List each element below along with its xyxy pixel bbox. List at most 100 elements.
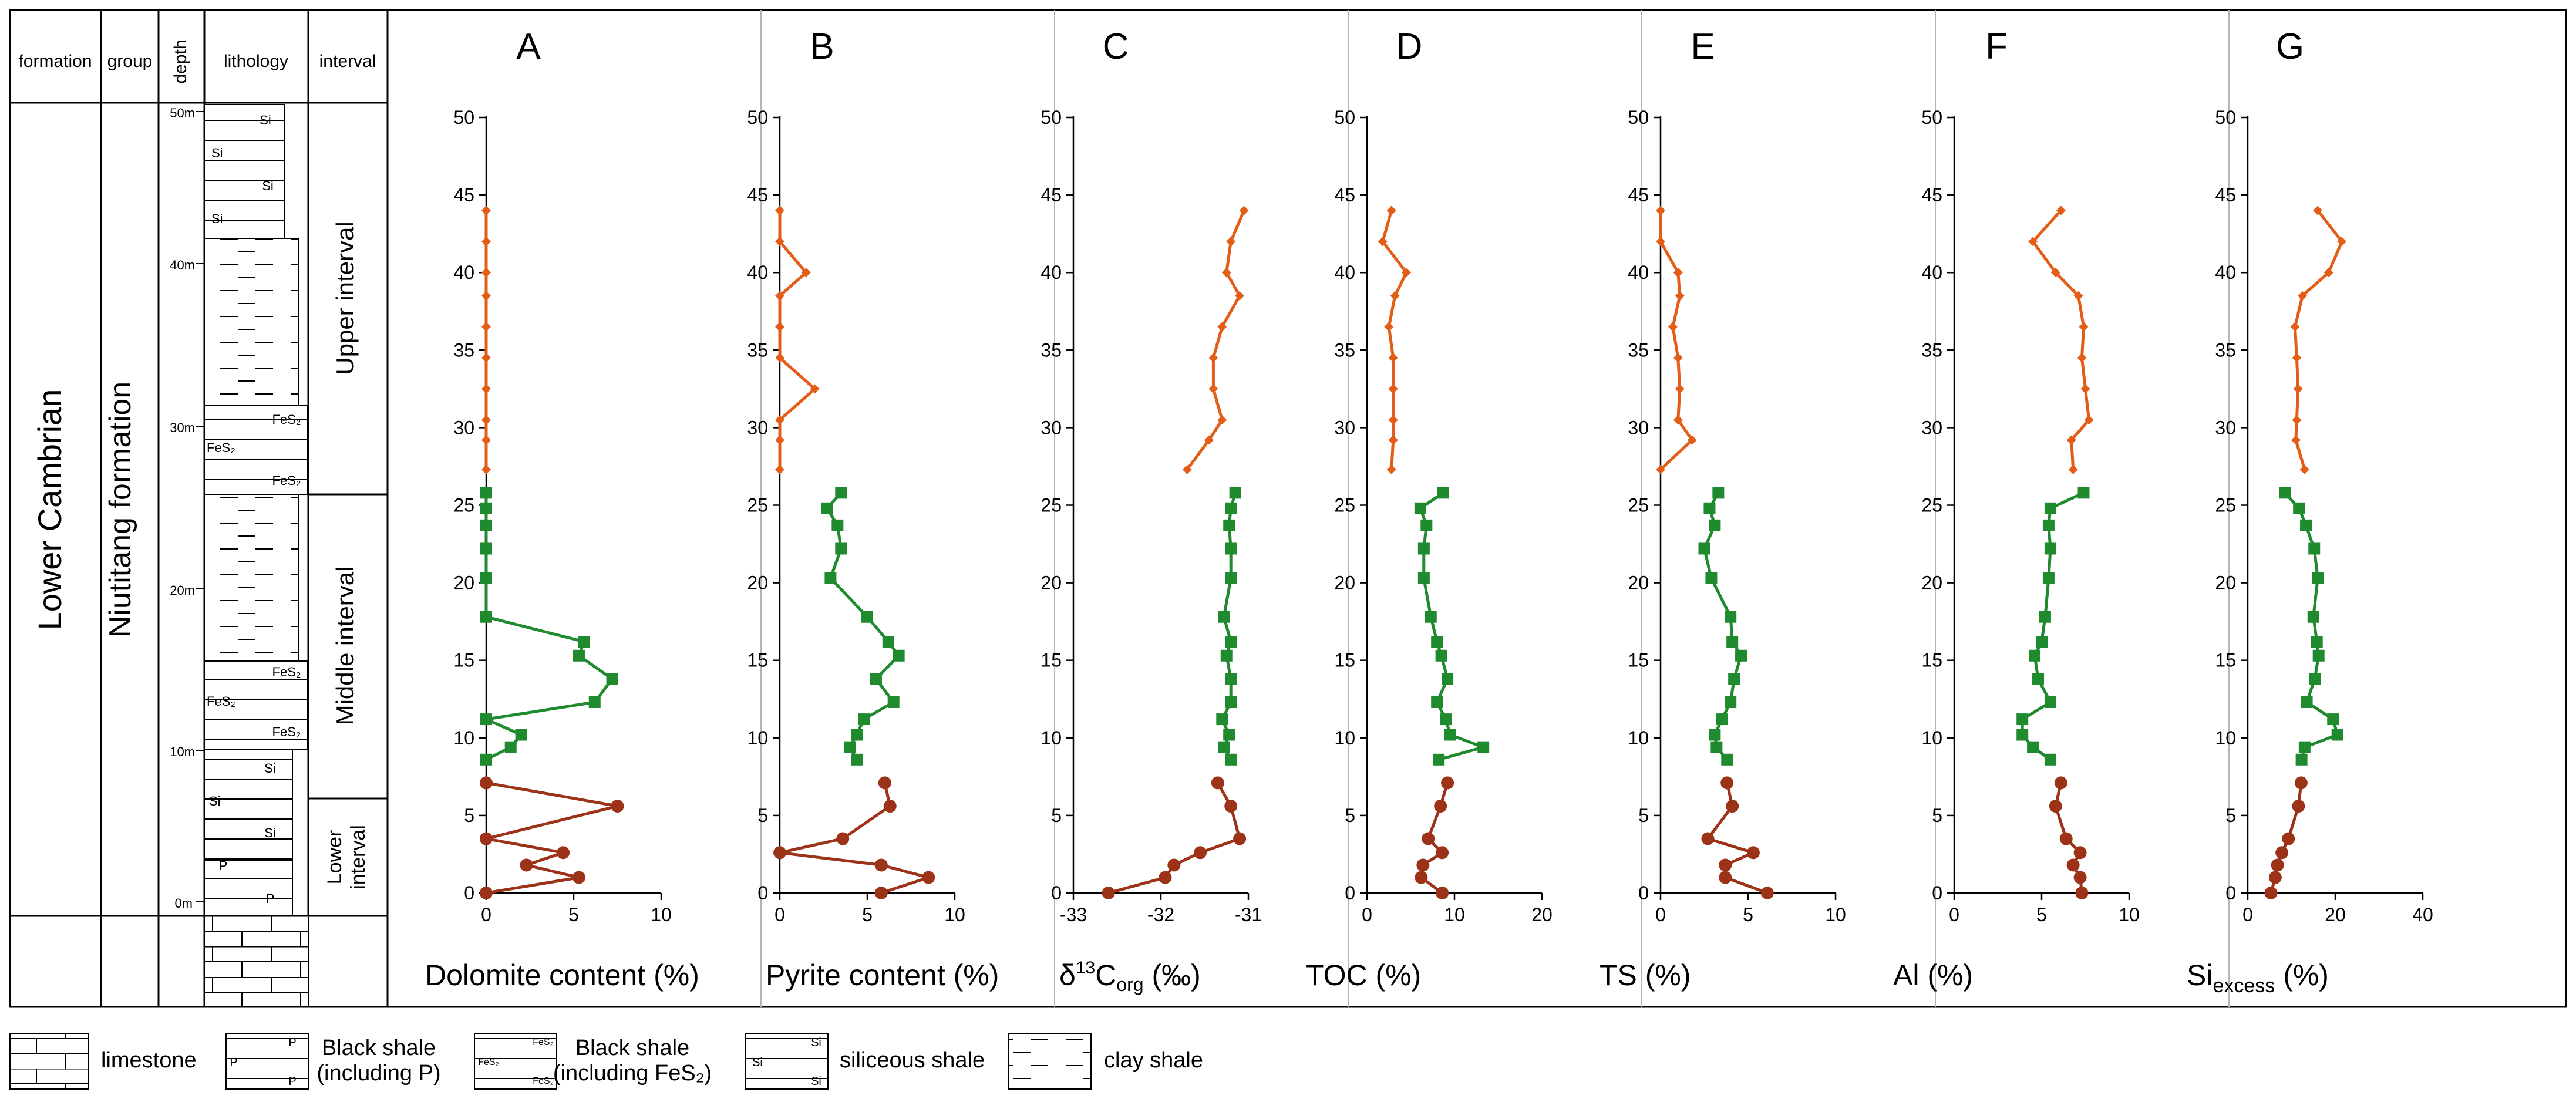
data-point-upper [775, 415, 784, 425]
data-point-lower [1720, 776, 1734, 790]
data-point-lower [878, 776, 891, 790]
data-point-lower [1233, 832, 1247, 845]
data-point-lower [480, 776, 493, 790]
data-point-middle [2016, 713, 2029, 726]
y-tick-label: 5 [1932, 805, 1942, 826]
data-point-upper [1208, 384, 1218, 394]
y-tick-label: 30 [2215, 417, 2236, 438]
y-tick-label: 5 [464, 805, 474, 826]
depth-mark: 20m [170, 583, 195, 598]
data-point-upper [1687, 435, 1697, 445]
series-line-upper [2294, 209, 2343, 470]
data-point-upper [1386, 464, 1396, 474]
legend-black-shale-p-1: Black shale [322, 1036, 436, 1060]
y-tick-label: 0 [1345, 882, 1355, 904]
y-tick-label: 0 [464, 882, 474, 904]
data-point-middle [2331, 729, 2343, 741]
data-point-middle [578, 635, 590, 648]
header-lithology: lithology [224, 52, 288, 71]
x-axis-label: Al (%) [1893, 959, 1973, 992]
data-point-middle [2016, 729, 2029, 741]
x-tick-label: 5 [1743, 904, 1753, 925]
data-point-upper [775, 237, 784, 247]
y-tick-label: 10 [747, 727, 768, 749]
data-point-upper [481, 291, 491, 301]
data-point-middle [2042, 519, 2055, 531]
data-point-upper [1388, 415, 1398, 425]
x-tick-label: 0 [775, 904, 785, 925]
lithology-label-fes2: FeS₂ [272, 412, 301, 427]
x-axis-label: TS (%) [1600, 959, 1691, 992]
strat-column: formation group depth lithology interval… [9, 9, 2567, 1008]
data-point-upper [1675, 291, 1685, 301]
data-point-upper [775, 464, 784, 474]
data-point-middle [2298, 741, 2311, 753]
data-point-upper [1656, 464, 1665, 474]
lithology-label-fes2: FeS₂ [272, 473, 301, 488]
y-tick-label: 50 [1334, 107, 1355, 128]
lithology-label-si: Si [209, 794, 221, 808]
x-axis-label: TOC (%) [1306, 959, 1421, 992]
legend-swatch-label-si: Si [811, 1036, 821, 1049]
y-tick-label: 10 [1628, 727, 1649, 749]
data-point-upper [1388, 353, 1398, 363]
data-point-lower [1436, 846, 1449, 860]
panel-letter: F [1985, 26, 2008, 67]
data-point-lower [773, 846, 786, 860]
y-tick-label: 35 [747, 339, 768, 360]
data-point-lower [2073, 871, 2087, 884]
data-point-middle [588, 696, 601, 709]
y-tick-label: 20 [1921, 572, 1942, 594]
data-point-middle [1710, 741, 1723, 753]
data-point-middle [480, 713, 492, 726]
lithology-fes2-upper [204, 405, 308, 495]
data-point-lower [1194, 846, 1207, 860]
data-point-middle [2307, 611, 2319, 623]
data-point-upper [1217, 415, 1227, 425]
data-point-lower [2268, 871, 2282, 884]
x-axis-label: Dolomite content (%) [425, 959, 699, 992]
panel-f: F 0 5 10 15 20 25 30 35 40 45 50 0 5 10 Al (%) [1893, 10, 2140, 1007]
header-depth: depth [171, 39, 190, 83]
data-point-upper [2050, 268, 2060, 278]
data-point-upper [481, 205, 491, 215]
interval-upper: Upper interval [331, 221, 359, 375]
y-tick-label: 50 [747, 107, 768, 128]
panel-letter: D [1396, 26, 1423, 67]
data-point-upper [1675, 384, 1685, 394]
panel-d: D 0 5 10 15 20 25 30 35 40 45 50 0 10 20 TOC (%) [1306, 10, 1553, 1007]
legend-swatch-label-fes2: FeS₂ [533, 1076, 554, 1086]
data-point-middle [2301, 696, 2313, 709]
y-tick-label: 50 [1628, 107, 1649, 128]
data-point-upper [1221, 268, 1231, 278]
y-tick-label: 25 [1921, 495, 1942, 516]
y-tick-label: 35 [1628, 339, 1649, 360]
data-point-middle [2300, 519, 2312, 531]
series-line-upper [1186, 210, 1245, 471]
data-point-lower [922, 871, 935, 884]
data-point-middle [2029, 649, 2041, 662]
y-tick-label: 10 [1334, 727, 1355, 749]
data-point-lower [2294, 776, 2308, 790]
y-tick-label: 50 [2215, 107, 2236, 128]
legend-siliceous-shale: siliceous shale [840, 1048, 985, 1073]
y-tick-label: 0 [757, 882, 768, 904]
lithology-p-shale [204, 860, 293, 916]
x-tick-label: 5 [2036, 904, 2047, 925]
y-tick-label: 0 [1638, 882, 1649, 904]
data-point-middle [2293, 502, 2305, 514]
data-point-lower [2059, 832, 2073, 845]
x-tick-label: 0 [1655, 904, 1666, 925]
y-tick-label: 5 [1638, 805, 1649, 826]
data-point-middle [1442, 673, 1454, 685]
lithology-limestone [204, 915, 309, 1007]
legend-swatch-label-p: P [230, 1056, 237, 1069]
lithology-fes2-lower [204, 660, 308, 750]
lithology-clay-middle [204, 494, 299, 662]
y-tick-label: 50 [1921, 107, 1942, 128]
data-point-middle [1225, 572, 1237, 584]
formation-name: Lower Cambrian [31, 389, 68, 631]
data-point-middle [2044, 502, 2056, 514]
data-point-middle [2279, 487, 2291, 499]
